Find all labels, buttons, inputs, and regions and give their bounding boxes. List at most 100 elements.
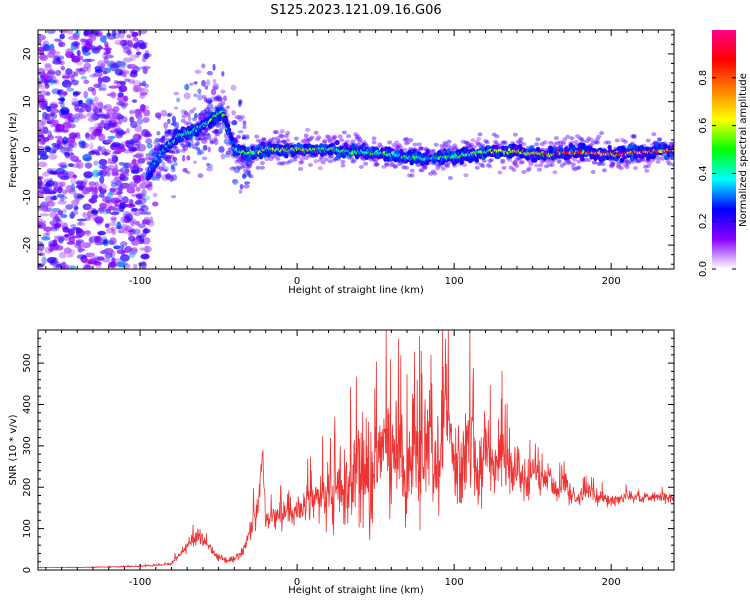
heatmap-cell <box>45 91 51 96</box>
heatmap-cell <box>88 107 96 112</box>
heatmap-cell <box>117 30 122 35</box>
heatmap-cell <box>201 138 208 144</box>
heatmap-cell <box>189 109 195 114</box>
heatmap-cell <box>49 211 58 219</box>
heatmap-cell <box>138 238 145 245</box>
heatmap-cell <box>55 69 62 76</box>
heatmap-cell <box>610 161 616 166</box>
heatmap-cell <box>160 109 167 117</box>
heatmap-cell <box>110 197 120 204</box>
heatmap-cell <box>356 142 362 147</box>
heatmap-cell <box>210 140 216 144</box>
heatmap-cell <box>127 232 134 236</box>
heatmap-cell <box>130 120 138 129</box>
heatmap-cell <box>163 122 168 129</box>
heatmap-cell <box>469 142 475 147</box>
heatmap-cell <box>98 66 104 70</box>
heatmap-cell <box>91 209 99 215</box>
heatmap-cell <box>131 99 138 103</box>
heatmap-cell <box>608 164 614 169</box>
heatmap-cell <box>161 161 166 166</box>
heatmap-cell <box>56 193 65 198</box>
heatmap-cell <box>84 175 92 179</box>
heatmap-cell <box>303 137 309 142</box>
heatmap-cell <box>288 159 294 164</box>
heatmap-cell <box>139 92 148 96</box>
spectrogram-x-ticks: -100 0 100 200 <box>45 30 675 287</box>
heatmap-cell <box>86 210 93 219</box>
heatmap-cell <box>194 131 200 137</box>
heatmap-cell <box>78 139 86 147</box>
heatmap-cell <box>546 163 552 168</box>
heatmap-cell <box>269 154 275 159</box>
heatmap-cell <box>343 142 348 149</box>
heatmap-cell <box>488 158 494 163</box>
heatmap-cell <box>54 135 63 139</box>
heatmap-cell <box>435 166 441 171</box>
heatmap-cell <box>188 133 193 140</box>
heatmap-cell <box>50 108 59 114</box>
heatmap-cell <box>43 78 49 86</box>
heatmap-cell <box>135 193 143 200</box>
heatmap-cell <box>634 159 640 164</box>
heatmap-cell <box>82 203 92 211</box>
heatmap-cell <box>255 165 261 170</box>
heatmap-cell <box>159 165 165 170</box>
heatmap-cell <box>46 106 52 113</box>
heatmap-cell <box>197 94 203 101</box>
heatmap-cell <box>657 137 663 142</box>
heatmap-cell <box>75 68 83 72</box>
heatmap-cell <box>163 157 169 162</box>
heatmap-cell <box>107 240 115 245</box>
heatmap-cell <box>108 261 118 269</box>
heatmap-cell <box>494 134 500 139</box>
heatmap-cell <box>52 78 60 85</box>
heatmap-cell <box>276 139 282 144</box>
heatmap-cell <box>357 139 363 144</box>
heatmap-cell <box>66 70 77 78</box>
heatmap-cell <box>127 79 136 84</box>
heatmap-cell <box>201 63 206 69</box>
heatmap-cell <box>151 167 156 173</box>
heatmap-cell <box>445 162 451 167</box>
heatmap-cell <box>99 202 107 209</box>
heatmap-cell <box>204 132 210 137</box>
heatmap-cell <box>220 153 226 160</box>
heatmap-cell <box>590 169 596 174</box>
heatmap-cell <box>487 159 493 164</box>
heatmap-cell <box>234 138 238 144</box>
heatmap-cell <box>131 218 136 224</box>
heatmap-cell <box>45 231 50 236</box>
heatmap-cell <box>408 138 414 143</box>
snr-panel: -100 0 100 200 0 100 200 300 400 500 Height of s… <box>8 329 675 596</box>
heatmap-cell <box>41 256 47 265</box>
heatmap-cell <box>282 140 288 145</box>
heatmap-cell <box>82 50 91 56</box>
heatmap-cell <box>631 134 637 139</box>
heatmap-cell <box>104 150 109 157</box>
heatmap-cell <box>82 230 91 234</box>
heatmap-cell <box>172 156 177 163</box>
heatmap-cell <box>89 74 96 78</box>
heatmap-cell <box>137 157 146 164</box>
heatmap-cell <box>130 54 136 62</box>
heatmap-cell <box>572 167 578 172</box>
heatmap-cell <box>225 150 232 155</box>
heatmap-cell <box>89 33 97 42</box>
heatmap-cell <box>402 147 408 152</box>
heatmap-cell <box>623 162 629 167</box>
heatmap-cell <box>392 164 398 169</box>
heatmap-cell <box>599 131 605 136</box>
heatmap-cell <box>109 187 116 193</box>
heatmap-cell <box>52 216 61 224</box>
heatmap-cell <box>601 168 607 173</box>
heatmap-cell <box>65 204 74 210</box>
heatmap-cell <box>327 159 333 164</box>
heatmap-cell <box>97 186 103 192</box>
heatmap-cell <box>148 181 153 187</box>
heatmap-cell <box>231 178 238 184</box>
heatmap-cell <box>556 158 562 163</box>
heatmap-cell <box>44 64 53 72</box>
heatmap-cell <box>671 162 674 167</box>
heatmap-cell <box>58 237 64 244</box>
